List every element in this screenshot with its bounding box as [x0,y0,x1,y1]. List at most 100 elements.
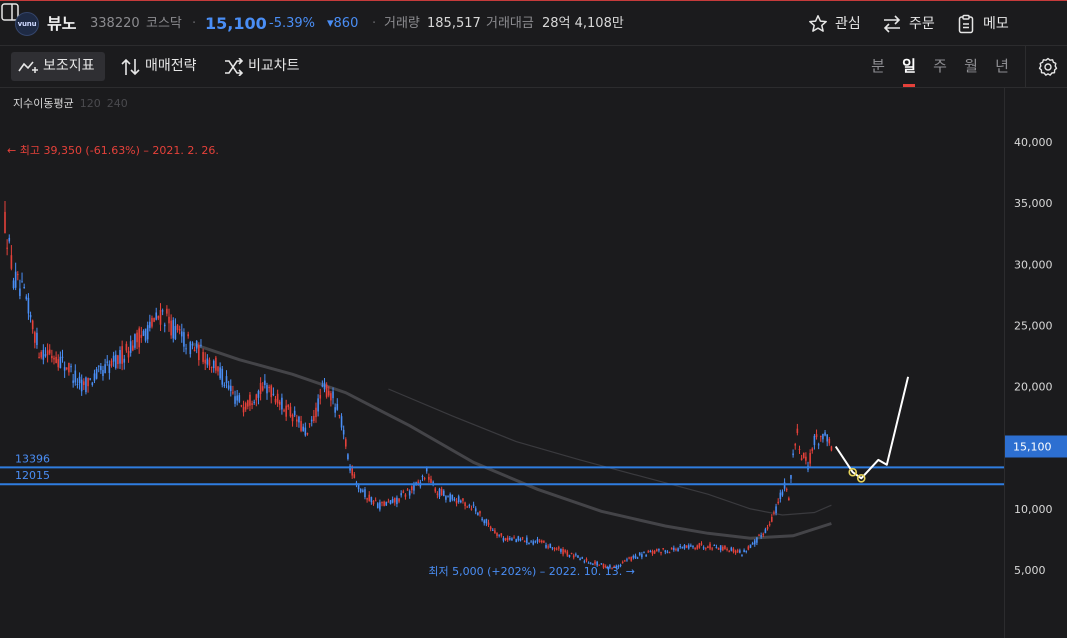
candle-body [108,364,111,374]
candle-body [558,547,560,549]
candle-body [249,394,251,406]
candle-body [445,496,447,500]
candle-body [487,522,490,526]
candle-body [460,500,462,503]
candle-body [8,237,11,242]
candle-body [423,478,426,480]
period-month-tab[interactable]: 월 [964,57,978,75]
candle-body [206,358,209,365]
period-year-tab[interactable]: 년 [995,57,1009,75]
candle-body [272,393,275,395]
candle-body [730,547,733,551]
candle-body [611,567,613,569]
candle-body [583,561,586,563]
compare-chart-button[interactable]: 비교차트 [224,52,310,81]
candle-body [732,548,735,552]
candle-body [468,505,471,507]
candle-body [568,554,571,557]
candle-body [19,288,21,296]
order-button[interactable]: 주문 [882,9,938,39]
candle-body [660,551,662,554]
price-chart[interactable]: 13396 12015 40,000 35,000 30,000 25,000 20,00… [0,88,1067,638]
candle-body [89,378,91,380]
candle-body [413,483,415,491]
gear-icon[interactable] [1038,57,1058,77]
candle-body [824,432,826,436]
candle-body [417,481,420,484]
candle-body [302,426,304,431]
candle-body [760,535,762,537]
candle-body [176,324,179,330]
candle-body [728,551,730,553]
candle-body [16,274,19,276]
candle-body [338,414,341,416]
trading-strategy-button[interactable]: 매매전략 [121,52,207,81]
price-axis: 40,00035,00030,00025,00020,00015,00010,0… [1005,136,1067,577]
candle-body [210,366,213,368]
candle-body [764,529,767,534]
point-marker [856,473,866,483]
candle-body [788,498,790,501]
candle-body [713,545,716,547]
candle-body [596,561,598,566]
candle-body [455,500,458,504]
period-minute-tab[interactable]: 분 [871,57,885,75]
side-panel-toggle-icon[interactable] [0,1,20,23]
candle-body [315,407,317,418]
candle-body [790,475,792,479]
candle-body [411,486,413,491]
candle-body [511,538,513,541]
candle-body [296,419,298,422]
candle-body [117,355,119,365]
candle-body [398,498,400,502]
candle-body [658,549,660,551]
candle-body [46,350,49,355]
candle-body [466,506,469,508]
candle-body [185,348,187,350]
indicators-button[interactable]: 보조지표 [11,52,105,81]
candle-body [547,546,549,548]
candle-body [72,380,74,383]
candle-body [362,490,364,492]
candle-body [178,329,181,331]
candle-body [683,545,686,549]
candle-body [189,342,192,355]
candle-body [436,493,439,495]
candle-body [55,356,57,363]
candle-body [783,482,786,489]
candle-body [389,500,392,504]
moving-average-legend[interactable]: 지수이동평균 120 240 [13,95,128,111]
candle-body [304,427,307,436]
current-price: 15,100 [205,14,267,33]
candle-body [538,540,541,542]
period-week-tab[interactable]: 주 [933,57,947,75]
order-label: 주문 [909,16,935,32]
candle-body [146,325,149,340]
candle-body [293,410,296,416]
candle-body [40,351,43,358]
candle-body [325,384,328,397]
memo-button[interactable]: 메모 [956,9,1012,39]
candle-body [161,310,164,312]
stock-name[interactable]: 뷰노 [47,14,77,33]
stock-code: 338220 [90,16,140,31]
candle-body [462,498,464,501]
candle-body [87,378,89,387]
candle-body [396,497,398,505]
candle-body [715,547,718,549]
candle-body [44,354,47,357]
candle-body [534,541,537,543]
candle-body [498,534,500,536]
candle-body [628,557,630,559]
volume-value: 185,517 [427,16,481,31]
watchlist-button[interactable]: 관심 [808,9,864,39]
candle-body [287,404,290,408]
candle-body [23,286,25,288]
candle-body [483,520,486,524]
period-day-tab[interactable]: 일 [900,46,918,87]
candle-body [255,394,258,401]
candle-body [166,308,168,314]
candle-body [298,416,300,423]
candle-body [402,491,405,493]
y-tick-label: 10,000 [1014,503,1053,516]
